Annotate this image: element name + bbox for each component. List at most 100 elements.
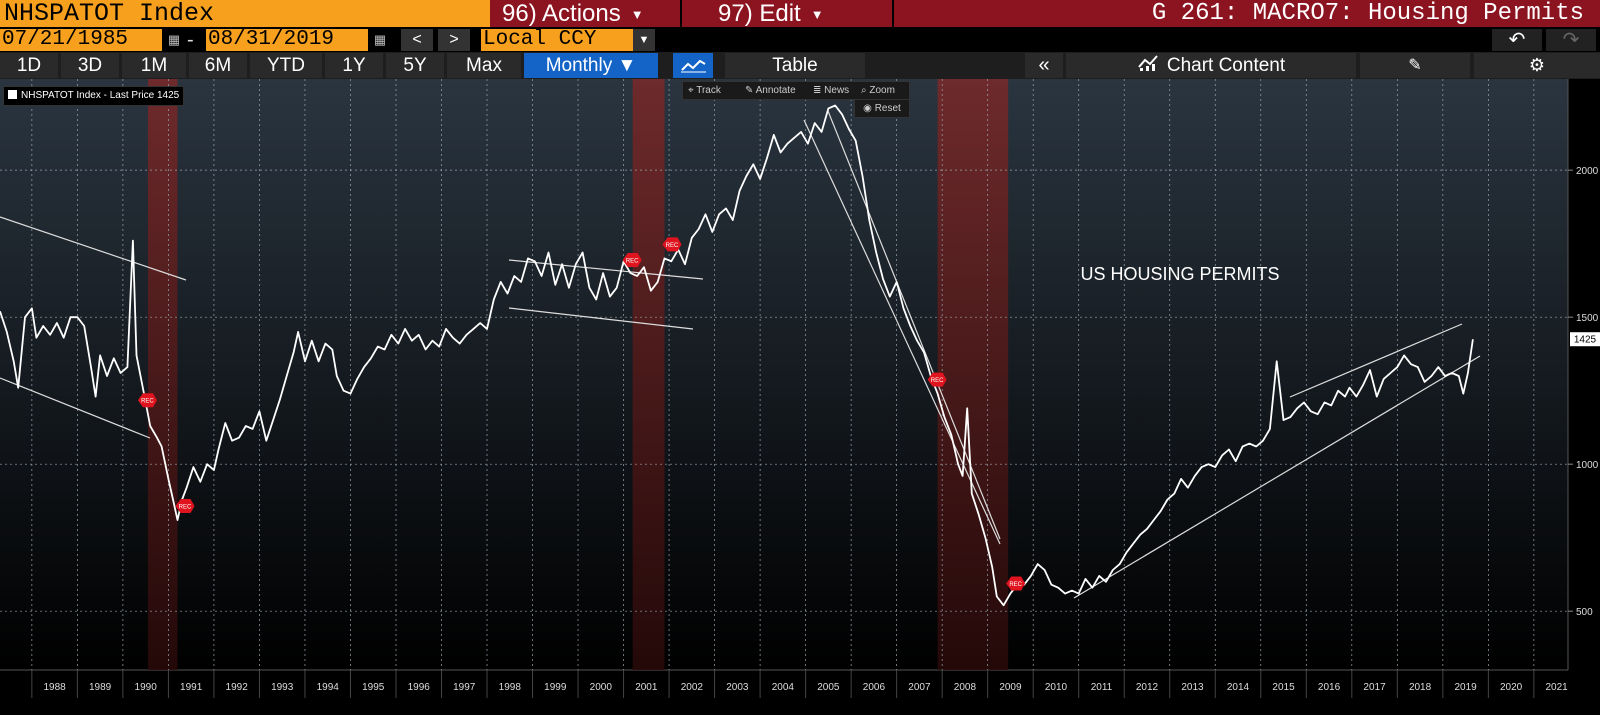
x-tick-label: 2013: [1181, 682, 1204, 693]
x-tick-label: 2000: [590, 682, 613, 693]
line-chart-icon[interactable]: [673, 53, 713, 78]
x-tick-label: 1991: [180, 682, 203, 693]
price-chart[interactable]: 1988 1989 1990 1991 1992 1993 1994 1995 1996 1997…: [0, 79, 1600, 710]
trendline[interactable]: [508, 307, 694, 330]
currency-select[interactable]: Local CCY: [481, 29, 633, 51]
x-tick-label: 2007: [908, 682, 931, 693]
x-tick-label: 2018: [1409, 682, 1432, 693]
reset-label: Reset: [874, 103, 901, 114]
recession-marker[interactable]: [175, 499, 195, 514]
x-tick-label: 2020: [1500, 682, 1523, 693]
frequency-select[interactable]: Monthly ▼: [524, 53, 658, 78]
recession-marker[interactable]: [662, 237, 682, 252]
x-tick-label: 2009: [999, 682, 1022, 693]
chart-content-button[interactable]: Chart Content: [1066, 53, 1356, 78]
zoom-tool[interactable]: ⌕ Zoom: [861, 82, 895, 99]
trendline[interactable]: [1073, 355, 1481, 599]
x-tick-label: 2001: [635, 682, 658, 693]
x-tick-label: 2014: [1227, 682, 1250, 693]
plot-background: [0, 79, 1568, 670]
news-tool[interactable]: ≣ News: [813, 82, 849, 99]
track-tool[interactable]: ⌖ Track: [688, 82, 721, 99]
recession-marker-label: REC: [179, 505, 192, 511]
end-date-field[interactable]: 08/31/2019: [206, 29, 368, 51]
recession-marker[interactable]: [1006, 576, 1026, 591]
reset-button[interactable]: ◉ Reset: [854, 99, 910, 118]
recession-marker[interactable]: [927, 372, 947, 387]
recession-marker-label: REC: [141, 399, 154, 405]
gear-icon[interactable]: ⚙: [1474, 53, 1600, 78]
recession-marker-label: REC: [626, 259, 639, 265]
news-label: News: [824, 85, 850, 96]
x-tick-label: 2008: [954, 682, 977, 693]
trendline[interactable]: [803, 119, 1001, 545]
period-6m[interactable]: 6M: [189, 53, 247, 78]
trendline[interactable]: [0, 377, 151, 439]
edit-menu[interactable]: 97) Edit ▼: [682, 0, 892, 27]
news-icon: ≣: [813, 85, 825, 96]
x-tick-label: 2004: [772, 682, 795, 693]
chevron-down-icon[interactable]: ▼: [633, 29, 655, 51]
recession-band: [937, 79, 1009, 670]
collapse-icon[interactable]: «: [1025, 53, 1063, 78]
period-1d[interactable]: 1D: [0, 53, 58, 78]
recession-band: [147, 79, 178, 670]
period-3d[interactable]: 3D: [61, 53, 119, 78]
trendline[interactable]: [508, 259, 704, 280]
next-period-button[interactable]: >: [438, 29, 470, 51]
calendar-icon[interactable]: ▦: [373, 32, 387, 47]
actions-menu[interactable]: 96) Actions ▼: [490, 0, 680, 27]
chevron-down-icon: ▼: [630, 7, 644, 23]
page-title: G 261: MACRO7: Housing Permits: [894, 0, 1600, 27]
pencil-icon[interactable]: ✎: [1360, 53, 1470, 78]
x-tick-label: 1997: [453, 682, 476, 693]
recession-marker-label: REC: [1009, 582, 1022, 588]
trendline[interactable]: [1289, 323, 1463, 398]
date-separator: -: [187, 29, 194, 51]
legend-text: NHSPATOT Index - Last Price 1425: [21, 90, 180, 101]
calendar-icon[interactable]: ▦: [167, 32, 181, 47]
recession-marker[interactable]: [137, 393, 157, 408]
redo-icon[interactable]: ↷: [1546, 29, 1596, 51]
table-button[interactable]: Table: [725, 53, 865, 78]
trendline[interactable]: [827, 110, 1001, 540]
x-tick-label: 1998: [499, 682, 522, 693]
last-price-value: 1425: [1574, 335, 1597, 346]
period-1m[interactable]: 1M: [122, 53, 186, 78]
y-tick-label: 500: [1576, 607, 1593, 618]
undo-icon[interactable]: ↶: [1492, 29, 1542, 51]
recession-marker[interactable]: [622, 253, 642, 268]
start-date-field[interactable]: 07/21/1985: [0, 29, 162, 51]
edit-label: 97) Edit: [718, 0, 801, 27]
period-ytd[interactable]: YTD: [250, 53, 322, 78]
crosshair-icon: ⌖: [688, 85, 697, 96]
x-tick-label: 2006: [863, 682, 886, 693]
x-tick-label: 1996: [408, 682, 431, 693]
period-5y[interactable]: 5Y: [386, 53, 444, 78]
x-tick-label: 1994: [317, 682, 340, 693]
pencil-icon: ✎: [745, 85, 756, 96]
price-line[interactable]: [0, 104, 1474, 607]
last-price-tag: 1425: [1570, 332, 1600, 347]
annotate-tool[interactable]: ✎ Annotate: [745, 82, 796, 99]
period-max[interactable]: Max: [447, 53, 521, 78]
trendline[interactable]: [0, 216, 187, 281]
trendlines[interactable]: [0, 110, 1481, 599]
prev-period-button[interactable]: <: [401, 29, 433, 51]
chart-legend[interactable]: NHSPATOT Index - Last Price 1425: [3, 86, 185, 106]
period-1y[interactable]: 1Y: [325, 53, 383, 78]
chart-tools: ⌖ Track ✎ Annotate ≣ News ⌕ Zoom: [682, 81, 910, 100]
x-tick-label: 2015: [1272, 682, 1295, 693]
chart-annotation[interactable]: US HOUSING PERMITS: [1080, 264, 1279, 284]
x-tick-label: 1999: [544, 682, 567, 693]
x-tick-label: 2011: [1091, 682, 1113, 693]
chart-area[interactable]: 1988 1989 1990 1991 1992 1993 1994 1995 1996 1997…: [0, 79, 1600, 710]
x-tick-label: 1995: [362, 682, 385, 693]
chevron-down-icon: ▼: [810, 7, 824, 23]
x-tick-label: 1993: [271, 682, 294, 693]
security-ticker[interactable]: NHSPATOT Index: [0, 0, 490, 27]
x-tick-label: 2012: [1136, 682, 1159, 693]
y-tick-label: 1000: [1576, 460, 1599, 471]
zoom-label: Zoom: [869, 85, 895, 96]
x-tick-label: 2021: [1545, 682, 1568, 693]
